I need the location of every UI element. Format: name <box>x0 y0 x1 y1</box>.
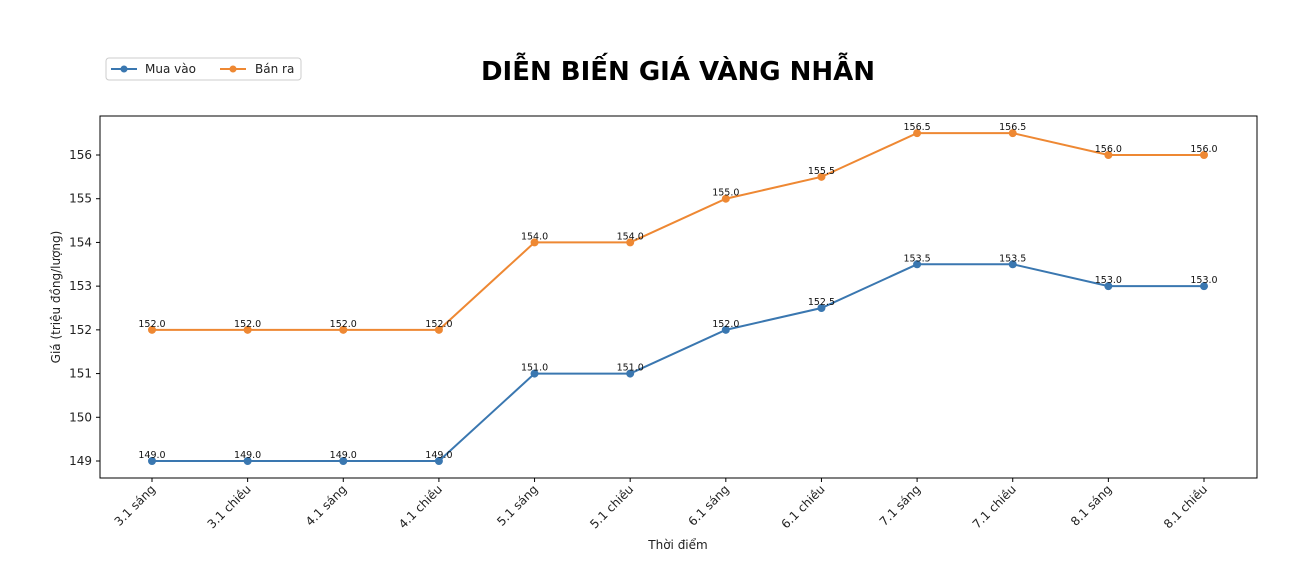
data-point-marker <box>913 260 922 269</box>
legend-marker-icon <box>120 65 128 73</box>
data-point-label: 152.0 <box>234 319 261 330</box>
data-point-label: 156.0 <box>1190 144 1217 155</box>
x-tick-label: 4.1 chiều <box>396 482 445 531</box>
data-point-label: 149.0 <box>330 450 357 461</box>
legend-marker-icon <box>229 65 237 73</box>
data-point-marker <box>913 129 922 138</box>
x-tick-label: 3.1 sáng <box>112 482 158 528</box>
plot-frame <box>99 115 1258 479</box>
data-point-marker <box>721 325 730 334</box>
series-ban-ra: 152.0 152.0 152.0 152.0 154.0 154.0 155.0 155.5… <box>138 122 1218 334</box>
x-axis-label: Thời điểm <box>647 538 707 552</box>
y-tick-label: 151 <box>69 367 92 381</box>
x-tick-label: 3.1 chiều <box>205 482 254 531</box>
y-axis: 149 150 151 152 153 154 155 156 <box>69 148 100 468</box>
legend-item-mua-vao: Mua vào <box>111 62 196 76</box>
data-point-label: 149.0 <box>234 450 261 461</box>
series-line <box>152 132 1204 331</box>
data-point-marker <box>1104 151 1113 159</box>
y-tick-label: 150 <box>69 410 92 424</box>
data-point-label: 152.5 <box>808 297 835 308</box>
y-tick-label: 155 <box>69 192 92 206</box>
data-point-label: 149.0 <box>138 450 165 461</box>
data-point-marker <box>530 238 539 247</box>
x-tick-label: 8.1 sáng <box>1068 482 1114 528</box>
data-point-label: 153.0 <box>1190 275 1217 286</box>
data-point-label: 153.0 <box>1095 275 1122 286</box>
data-point-marker <box>1200 151 1208 159</box>
data-point-marker <box>1008 260 1017 269</box>
data-point-marker <box>243 457 252 465</box>
x-tick-label: 6.1 chiều <box>778 482 827 531</box>
data-point-marker <box>626 369 635 378</box>
y-tick-label: 154 <box>69 235 92 249</box>
series-line <box>152 263 1204 462</box>
data-point-marker <box>1008 129 1017 138</box>
series-mua-vao: 149.0 149.0 149.0 149.0 151.0 151.0 152.0 152.5… <box>138 253 1218 465</box>
y-tick-label: 153 <box>69 279 92 293</box>
data-point-marker <box>434 325 443 334</box>
x-tick-label: 7.1 sáng <box>877 482 923 528</box>
x-tick-label: 8.1 chiều <box>1161 482 1210 531</box>
x-tick-label: 7.1 chiều <box>970 482 1019 531</box>
data-point-label: 153.5 <box>903 253 930 264</box>
data-point-label: 152.0 <box>712 319 739 330</box>
data-point-label: 155.5 <box>808 166 835 177</box>
data-point-marker <box>626 238 635 247</box>
legend-frame <box>105 57 302 81</box>
data-point-marker <box>148 457 156 465</box>
data-point-label: 156.0 <box>1095 144 1122 155</box>
y-axis-label: Giá (triệu đồng/lượng) <box>49 231 63 364</box>
data-point-label: 151.0 <box>521 363 548 374</box>
data-point-label: 151.0 <box>617 363 644 374</box>
x-tick-label: 5.1 sáng <box>494 482 540 528</box>
data-point-marker <box>339 457 348 465</box>
x-tick-label: 4.1 sáng <box>303 482 349 528</box>
legend-label: Bán ra <box>255 62 294 76</box>
data-point-label: 149.0 <box>425 450 452 461</box>
data-point-marker <box>434 457 443 465</box>
data-point-marker <box>817 172 826 181</box>
data-point-label: 153.5 <box>999 253 1026 264</box>
y-tick-label: 156 <box>69 148 92 162</box>
legend-label: Mua vào <box>145 62 196 76</box>
data-point-label: 154.0 <box>521 231 548 242</box>
data-point-label: 152.0 <box>425 319 452 330</box>
chart-title: DIỄN BIẾN GIÁ VÀNG NHẪN <box>481 51 875 87</box>
x-tick-label: 5.1 chiều <box>587 482 636 531</box>
data-point-marker <box>243 325 252 334</box>
x-axis: 3.1 sáng 3.1 chiều 4.1 sáng 4.1 chiều 5.1 sá… <box>112 478 1210 531</box>
data-point-label: 155.0 <box>712 188 739 199</box>
data-point-marker <box>530 369 539 378</box>
data-point-label: 152.0 <box>330 319 357 330</box>
data-point-label: 156.5 <box>999 122 1026 133</box>
y-tick-label: 149 <box>69 454 92 468</box>
data-point-label: 154.0 <box>617 231 644 242</box>
data-point-marker <box>721 194 730 203</box>
series-layer: 149.0 149.0 149.0 149.0 151.0 151.0 152.0 152.5… <box>138 122 1218 465</box>
x-tick-label: 6.1 sáng <box>685 482 731 528</box>
data-point-marker <box>339 325 348 334</box>
data-point-marker <box>1200 282 1208 291</box>
data-point-marker <box>148 325 156 334</box>
data-point-marker <box>1104 282 1113 291</box>
legend: Mua vào Bán ra <box>105 57 302 81</box>
y-tick-label: 152 <box>69 323 92 337</box>
data-point-label: 156.5 <box>903 122 930 133</box>
data-point-label: 152.0 <box>138 319 165 330</box>
data-point-marker <box>817 304 826 312</box>
legend-item-ban-ra: Bán ra <box>220 62 294 76</box>
